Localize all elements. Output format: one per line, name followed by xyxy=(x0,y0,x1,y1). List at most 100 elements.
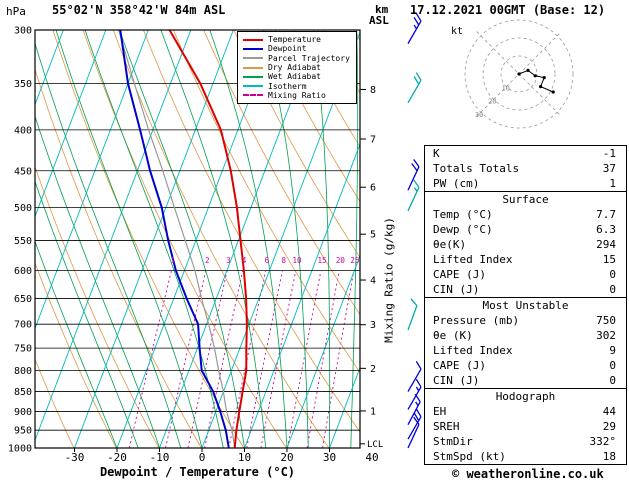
legend-swatch xyxy=(243,47,263,50)
stats-row-value: 294 xyxy=(596,238,616,251)
temperature-curve xyxy=(168,30,248,448)
stats-row-value: 302 xyxy=(596,329,616,342)
mixing-ratio-value-label: 3 xyxy=(226,256,231,265)
stats-row: CAPE (J) 0 xyxy=(425,267,626,282)
dry-adiabat-line xyxy=(35,358,75,448)
wind-barb xyxy=(407,368,422,392)
legend-label: Parcel Trajectory xyxy=(268,53,350,63)
stats-row-label: θe(K) xyxy=(433,238,467,251)
stats-row-label: Lifted Index xyxy=(433,253,513,266)
mixing-ratio-value-label: 15 xyxy=(317,256,326,265)
hodograph: 10 20 30 xyxy=(464,19,574,129)
stats-row-value: 6.3 xyxy=(596,223,616,236)
mixing-ratio-value-label: 4 xyxy=(242,256,247,265)
stats-row: θe(K) 294 xyxy=(425,237,626,252)
mixing-ratio-value-label: 2 xyxy=(205,256,210,265)
pressure-tick-label: 650 xyxy=(14,294,32,305)
mixing-ratio-value-label: 1 xyxy=(171,256,176,265)
stats-row-label: Temp (°C) xyxy=(433,208,493,221)
altitude-axis-unit-asl: ASL xyxy=(369,14,389,27)
stats-group: Surface Temp (°C) 7.7 Dewp (°C) 6.3 θe(K) 294 L… xyxy=(424,191,627,298)
stats-group: Most Unstable Pressure (mb) 750 θe (K) 302 Li… xyxy=(424,297,627,389)
stats-row-value: 29 xyxy=(602,420,616,433)
mixing-ratio-value-label: 8 xyxy=(281,256,286,265)
mixing-ratio-line xyxy=(187,270,228,448)
stats-row-label: Pressure (mb) xyxy=(433,314,520,327)
hodograph-ring xyxy=(482,37,556,111)
stats-row: Dewp (°C) 6.3 xyxy=(425,222,626,237)
stats-row: EH 44 xyxy=(425,404,626,419)
dry-adiabat-line xyxy=(263,30,360,203)
mixing-ratio-axis-title: Mixing Ratio (g/kg) xyxy=(382,217,396,343)
km-tick-label: 1 xyxy=(370,406,376,417)
isotherm-line xyxy=(286,254,360,448)
stats-row-label: CAPE (J) xyxy=(433,359,486,372)
stats-row-label: PW (cm) xyxy=(433,177,480,190)
km-tick-label: 7 xyxy=(370,134,376,145)
hodograph-ring xyxy=(464,19,574,129)
stats-row: CIN (J) 0 xyxy=(425,373,626,388)
stats-row-value: 0 xyxy=(609,359,616,372)
temp-tick-label: 30 xyxy=(323,451,336,464)
stats-row-label: Dewp (°C) xyxy=(433,223,493,236)
isotherm-line xyxy=(35,30,192,442)
mixing-ratio-value-label: 6 xyxy=(265,256,270,265)
x-axis-title: Dewpoint / Temperature (°C) xyxy=(99,465,296,479)
stats-row-value: 332° xyxy=(589,435,617,448)
legend-label: Wet Adiabat xyxy=(268,72,321,82)
lcl-label: LCL xyxy=(367,440,383,450)
stats-row-label: K xyxy=(433,147,440,160)
stats-row: Totals Totals 37 xyxy=(425,161,626,176)
temp-tick-label: 40 xyxy=(365,451,378,464)
stats-row-value: 18 xyxy=(602,450,616,463)
pressure-tick-label: 450 xyxy=(14,166,32,177)
legend-item: Isotherm xyxy=(243,81,356,91)
chart-border xyxy=(34,29,361,449)
stats-row-label: StmDir xyxy=(433,435,473,448)
stats-row-value: 15 xyxy=(602,253,616,266)
wet-adiabat-line xyxy=(55,30,203,448)
stats-row-label: Totals Totals xyxy=(433,162,520,175)
mixing-ratio-value-label: 25 xyxy=(350,256,359,265)
dry-adiabat-line xyxy=(233,30,360,259)
legend-item: Dewpoint xyxy=(243,44,356,53)
stats-row-value: 7.7 xyxy=(596,208,616,221)
stats-row-label: CIN (J) xyxy=(433,374,480,387)
stats-row-label: SREH xyxy=(433,420,460,433)
pressure-tick-label: 400 xyxy=(14,125,32,136)
stats-row: SREH 29 xyxy=(425,419,626,434)
km-tick-label: 2 xyxy=(370,364,376,375)
isotherm-line xyxy=(35,30,107,218)
legend-item: Dry Adiabat xyxy=(243,63,356,72)
stats-row: θe (K) 302 xyxy=(425,328,626,343)
pressure-tick-label: 500 xyxy=(14,203,32,214)
legend-swatch xyxy=(243,66,263,69)
legend-swatch xyxy=(243,94,263,97)
station-location-title: 55°02'N 358°42'W 84m ASL xyxy=(52,3,226,17)
dry-adiabat-line xyxy=(35,68,202,448)
stats-group-header: Hodograph xyxy=(495,390,556,403)
legend-swatch xyxy=(243,75,263,78)
stats-row: PW (cm) 1 xyxy=(425,176,626,191)
stats-row-label: EH xyxy=(433,405,447,418)
sounding-curves xyxy=(118,30,248,448)
stats-row-value: 37 xyxy=(602,162,616,175)
dewpoint-curve xyxy=(119,30,230,448)
pressure-tick-label: 800 xyxy=(14,366,32,377)
legend-swatch xyxy=(243,85,263,88)
stats-group: Hodograph EH 44 SREH 29 StmDir 332° StmSpd (kt)… xyxy=(424,388,627,465)
stats-row-value: 9 xyxy=(609,344,616,357)
run-datetime: 17.12.2021 00GMT (Base: 12) xyxy=(410,3,606,17)
legend-swatch xyxy=(243,38,263,41)
legend: Temperature Dewpoint Parcel Trajectory Dry … xyxy=(237,31,357,105)
isotherm-line xyxy=(329,366,360,448)
mixing-ratio-value-label: 10 xyxy=(292,256,302,265)
stats-row-value: 750 xyxy=(596,314,616,327)
temp-tick-label: -30 xyxy=(65,451,85,464)
legend-label: Temperature xyxy=(268,35,321,45)
stats-row-label: CIN (J) xyxy=(433,283,480,296)
hodograph-ring-label: 30 xyxy=(475,111,483,119)
pressure-tick-label: 850 xyxy=(14,387,32,398)
temp-tick-label: 0 xyxy=(199,451,206,464)
